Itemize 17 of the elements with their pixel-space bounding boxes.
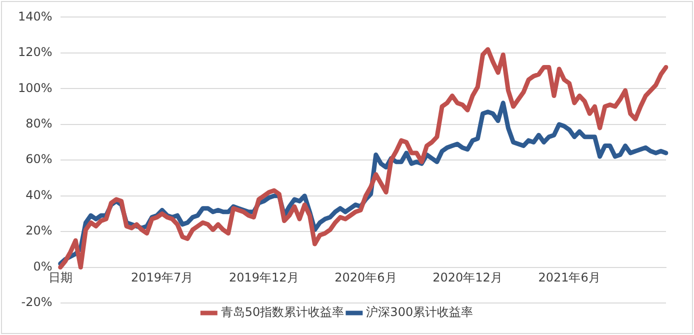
y-tick-label: -20% <box>21 295 52 310</box>
y-tick-label: 0% <box>33 259 52 274</box>
y-tick-label: 100% <box>18 80 52 95</box>
y-tick-label: 20% <box>26 224 52 238</box>
x-tick-label: 2020年12月 <box>432 270 502 285</box>
x-tick-label: 2019年7月 <box>131 270 194 285</box>
y-tick-label: 80% <box>26 116 52 130</box>
y-tick-label: 60% <box>26 152 52 166</box>
x-tick-label: 2021年6月 <box>538 270 600 285</box>
legend-label: 青岛50指数累计收益率 <box>220 305 344 320</box>
y-tick-label: 120% <box>18 45 52 60</box>
x-tick-label: 日期 <box>48 270 72 285</box>
legend-label: 沪深300累计收益率 <box>366 305 474 320</box>
x-tick-label: 2019年12月 <box>228 270 299 285</box>
y-tick-label: 40% <box>26 188 52 202</box>
y-tick-label: 140% <box>18 9 52 24</box>
x-tick-label: 2020年6月 <box>334 270 397 285</box>
